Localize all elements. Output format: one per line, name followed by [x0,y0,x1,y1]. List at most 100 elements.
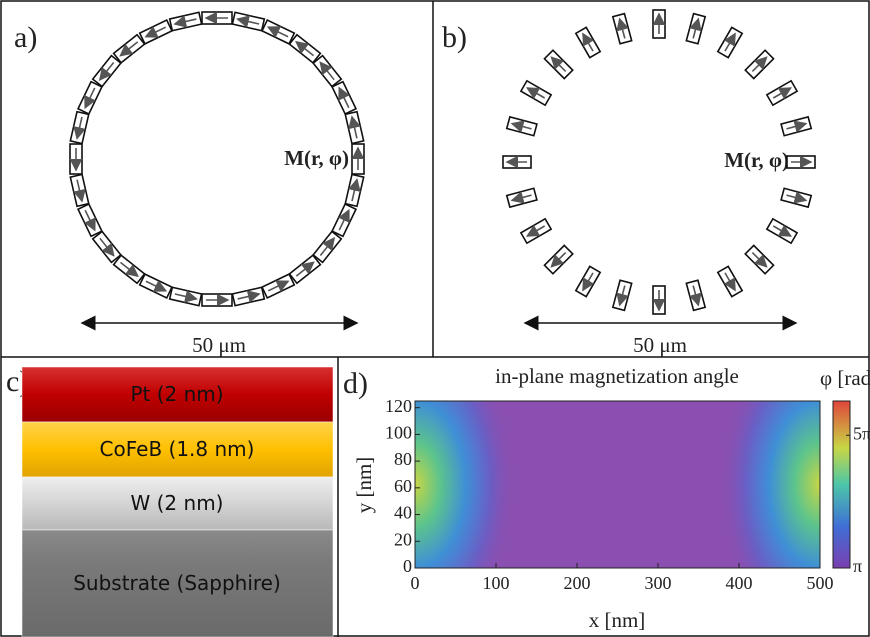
magnet [652,285,666,315]
magnet-arrow [786,191,808,204]
panel-label: a) [14,21,37,54]
magnet-arrow [510,120,532,133]
magnet [716,26,744,59]
magnet [69,173,90,208]
magnet-arrow [99,237,115,257]
magnet-arrow [73,116,86,140]
layer-label: Pt (2 nm) [130,382,223,406]
magnet-arrow [348,178,361,202]
magnet-arrow [84,87,96,110]
scale-label: 50 μm [633,333,687,357]
x-tick-label: 200 [564,573,591,593]
heatmap [415,401,820,568]
magnet-arrow [772,224,793,237]
plot-title: in-plane magnetization angle [495,364,739,388]
x-axis-label: x [nm] [589,608,646,632]
magnet [351,143,365,175]
layer-label: W (2 nm) [131,491,224,515]
magnet [201,11,233,25]
y-tick-label: 20 [394,529,412,549]
magnet [519,79,553,107]
magnet [543,244,574,275]
y-tick-label: 0 [403,556,412,576]
magnetization-label: M(r, φ) [724,148,789,172]
heatmap-panel: in-plane magnetization angle φ [rad] x [… [352,364,870,632]
magnet [716,265,744,298]
magnet-arrow [723,32,736,52]
magnet-arrow [525,87,546,100]
magnet-arrow [319,61,335,81]
magnet [76,80,103,116]
magnet-arrow [510,191,532,204]
magnet [744,244,775,275]
magnet [652,9,666,39]
magnet [574,265,602,298]
magnet-arrow [525,224,546,237]
magnet [112,33,146,64]
magnet [69,110,90,145]
scale-label: 50 μm [192,333,246,357]
layer [21,421,334,478]
magnet-arrow [689,17,702,39]
x-tick-label: 0 [411,573,420,593]
magnet [112,254,146,285]
y-tick-label: 40 [394,503,412,523]
layer-stack: Pt (2 nm) CoFeB (1.8 nm) W (2 nm) Substrate… [21,366,334,637]
magnet [685,12,707,45]
layer [21,529,334,637]
colorbar [832,400,851,569]
magnet-arrow [73,179,86,203]
magnet-arrow [84,209,96,232]
magnet [201,293,233,307]
magnet-arrow [550,251,567,268]
magnet-arrow [173,15,197,28]
magnet-arrow [689,285,702,307]
magnet [765,217,799,245]
colorbar-tick-label: 5π/4 [853,423,870,443]
magnet [168,286,203,307]
colorbar-label: φ [rad] [820,366,870,390]
magnet-arrow [319,237,336,257]
magnet [312,54,343,88]
magnet [574,26,602,59]
magnet-arrow [145,280,168,292]
magnet [505,115,538,137]
magnet-arrow [295,261,315,277]
magnet-arrow [582,272,595,292]
magnet-arrow [751,251,768,268]
magnet [502,155,532,169]
magnet [543,49,574,80]
magnet [611,279,633,312]
magnet-arrow [786,120,808,133]
magnet-arrow [237,290,261,303]
magnet-arrow [174,290,198,303]
colorbar-tick-label: π [853,556,862,576]
magnet [231,286,266,307]
magnet [519,217,553,245]
layer-label: Substrate (Sapphire) [73,571,281,595]
magnet-arrow [267,280,290,292]
magnet [288,33,322,64]
y-tick-label: 120 [385,396,412,416]
layer-label: CoFeB (1.8 nm) [100,437,255,461]
magnet-arrow [772,87,793,100]
magnet-arrow [266,26,289,38]
magnet [505,187,538,209]
magnet-arrow [119,261,139,278]
magnet [786,155,816,169]
magnet [344,110,365,145]
y-tick-label: 100 [385,423,412,443]
magnet [91,54,122,88]
magnet [685,279,707,312]
magnet [69,143,83,175]
magnet-arrow [295,40,315,57]
magnet-arrow [236,15,260,28]
magnet [260,273,296,300]
magnet [331,80,358,116]
magnet [611,12,633,45]
magnet-arrow [338,208,350,231]
magnet-arrow [616,17,629,39]
magnet [138,18,174,45]
